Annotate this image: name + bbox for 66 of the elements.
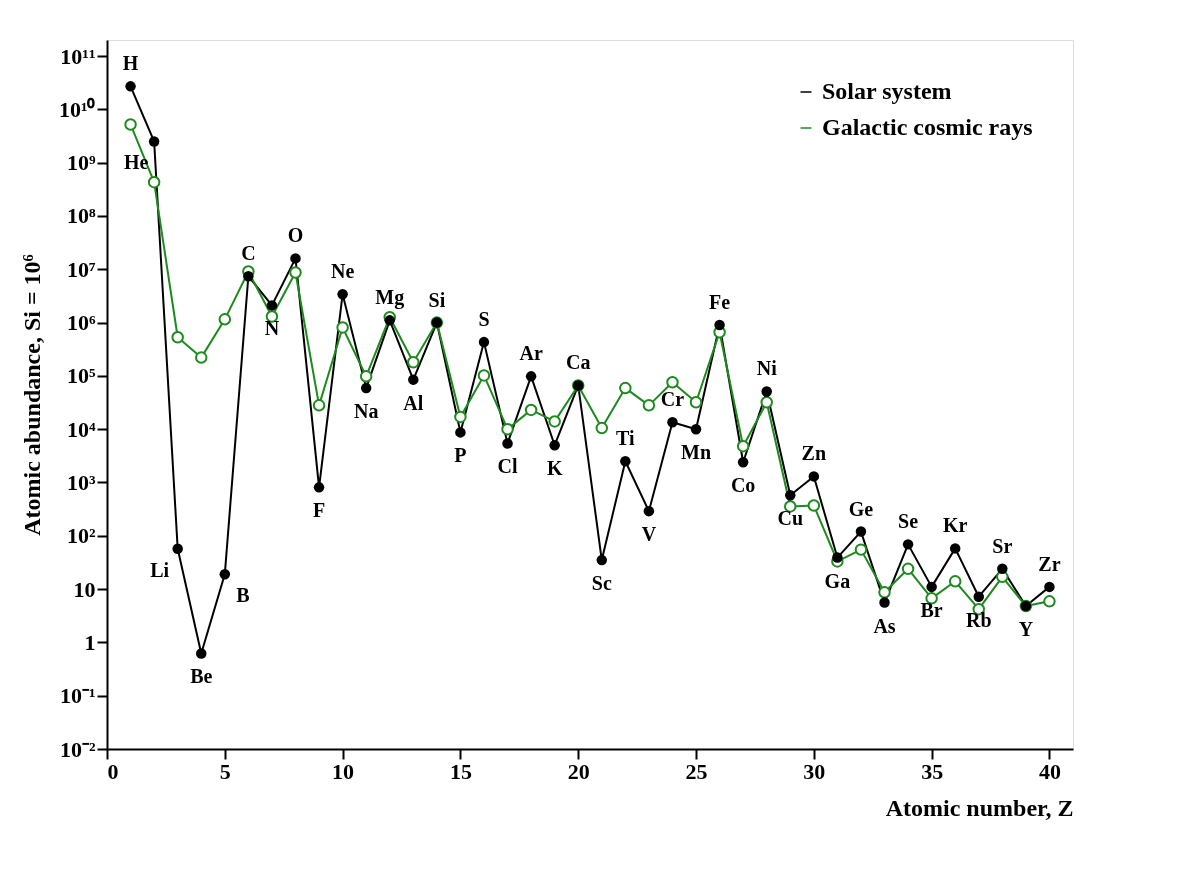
y-tick-label: 10¹⁰	[58, 96, 96, 122]
annotation: F	[312, 499, 326, 522]
annotation: Li	[150, 558, 170, 581]
annotation: H	[122, 52, 139, 75]
x-tick-label: 20	[567, 758, 590, 784]
annotation: Ti	[616, 427, 636, 450]
annotation: Ga	[824, 569, 851, 592]
annotation: Ni	[756, 357, 778, 380]
y-tick-label: 10⁻¹	[59, 683, 96, 709]
legend-label: Galactic cosmic rays	[822, 114, 1033, 140]
annotation: Mn	[681, 441, 712, 464]
x-tick-label: 15	[449, 758, 472, 784]
annotation: Se	[898, 510, 919, 533]
x-tick-label: 40	[1038, 758, 1061, 784]
annotation: Rb	[965, 608, 992, 631]
legend-label: Solar system	[822, 78, 952, 104]
y-tick-label: 1	[84, 629, 96, 655]
y-tick-label: 10⁴	[66, 416, 96, 442]
y-tick-label: 10³	[66, 469, 96, 495]
annotation: O	[287, 224, 304, 247]
annotation: Cu	[777, 507, 804, 530]
y-tick-label: 10⁸	[66, 203, 96, 229]
annotation: Br	[920, 598, 943, 621]
annotation: Kr	[942, 514, 968, 537]
annotation: C	[241, 242, 256, 265]
x-tick-label: 10	[332, 758, 355, 784]
annotation: Be	[190, 665, 213, 688]
y-tick-label: 10²	[66, 523, 96, 549]
annotation: Ge	[848, 497, 874, 520]
x-tick-label: 5	[219, 758, 231, 784]
y-axis-title: Atomic abundance, Si = 10⁶	[18, 254, 45, 536]
y-tick-label: 10⁻²	[59, 736, 96, 762]
x-tick-label: 0	[107, 758, 119, 784]
annotation: Al	[403, 391, 424, 414]
annotation: Sc	[591, 572, 612, 595]
annotation: Zn	[801, 442, 827, 465]
y-tick-label: 10	[73, 576, 96, 602]
annotation: Ar	[519, 342, 543, 365]
y-tick-label: 10⁷	[66, 256, 96, 282]
annotation: As	[873, 614, 896, 637]
annotation: K	[546, 457, 563, 480]
annotation: Na	[353, 400, 379, 423]
annotation: S	[478, 308, 490, 331]
annotation: Ne	[330, 260, 355, 283]
annotation: Sr	[992, 534, 1013, 557]
x-tick-label: 25	[685, 758, 708, 784]
annotation: Co	[730, 474, 756, 497]
y-tick-label: 10⁶	[66, 310, 96, 336]
annotation: B	[236, 584, 250, 607]
annotation: Y	[1018, 618, 1034, 641]
annotation: Fe	[709, 291, 731, 314]
annotation: Ca	[565, 351, 591, 374]
annotation: V	[641, 523, 657, 546]
annotation: Cr	[660, 388, 685, 411]
x-tick-label: 30	[803, 758, 826, 784]
y-tick-label: 10¹¹	[60, 43, 96, 69]
annotation: P	[454, 444, 467, 467]
annotation: Cl	[497, 455, 518, 478]
annotation: Si	[428, 288, 446, 311]
x-tick-label: 35	[921, 758, 944, 784]
y-tick-label: 10⁹	[66, 150, 96, 176]
annotation: N	[264, 317, 280, 340]
y-tick-label: 10⁵	[66, 363, 96, 389]
x-axis-title: Atomic number, Z	[885, 794, 1074, 821]
annotation: Zr	[1038, 552, 1061, 575]
annotation: Mg	[375, 286, 405, 310]
